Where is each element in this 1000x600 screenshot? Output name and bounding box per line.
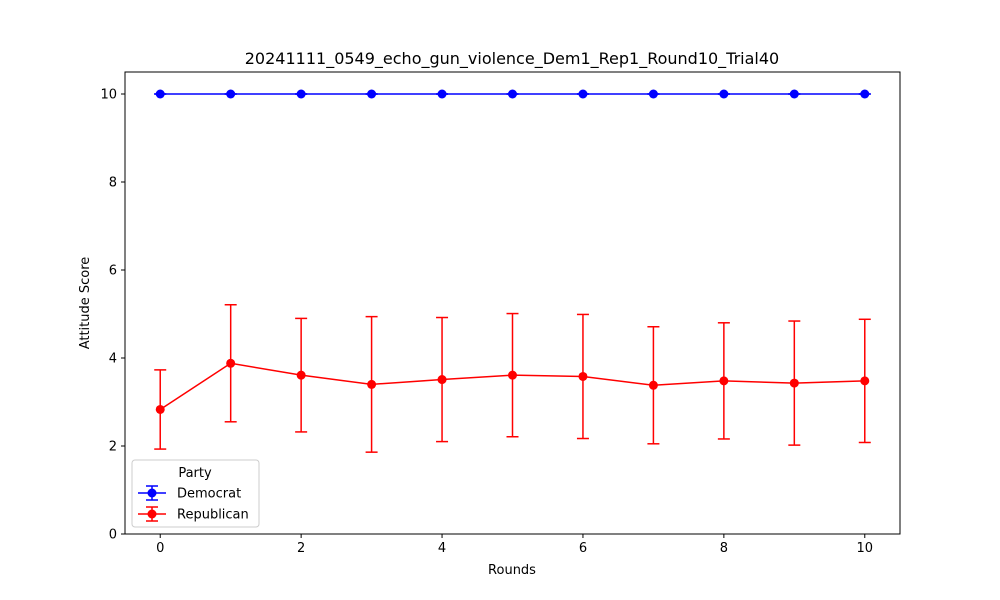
legend-entry-democrat: Democrat bbox=[138, 485, 241, 502]
y-axis-label: Attitude Score bbox=[78, 257, 93, 350]
data-point-democrat bbox=[367, 89, 377, 99]
y-tick-label: 8 bbox=[109, 176, 117, 191]
y-tick-label: 10 bbox=[100, 88, 117, 103]
y-tick-label: 2 bbox=[109, 440, 117, 455]
legend: Party Democrat Republican bbox=[131, 459, 260, 528]
x-axis-label: Rounds bbox=[488, 563, 536, 578]
series-republican bbox=[154, 304, 871, 453]
legend-entries: Democrat Republican bbox=[138, 485, 249, 523]
data-point-democrat bbox=[508, 89, 517, 99]
legend-swatch-marker bbox=[147, 509, 157, 519]
data-point-republican bbox=[648, 380, 658, 390]
legend-label-democrat: Democrat bbox=[177, 487, 241, 502]
legend-entry-republican: Republican bbox=[138, 506, 249, 523]
data-point-republican bbox=[226, 358, 236, 368]
x-tick-label: 8 bbox=[720, 541, 728, 556]
data-point-democrat bbox=[860, 89, 870, 99]
legend-frame bbox=[131, 459, 260, 528]
legend-swatch-marker bbox=[147, 488, 157, 498]
legend-label-republican: Republican bbox=[177, 508, 249, 523]
data-point-democrat bbox=[155, 89, 165, 99]
x-tick-label: 4 bbox=[438, 541, 446, 556]
data-point-republican bbox=[860, 376, 870, 386]
data-point-republican bbox=[367, 379, 377, 389]
axes: 0 2 4 6 8 10 0 2 4 6 8 10 bbox=[100, 71, 901, 556]
x-tick-label: 0 bbox=[156, 541, 164, 556]
plot-data bbox=[154, 89, 871, 453]
legend-title: Party bbox=[178, 466, 212, 481]
data-point-republican bbox=[508, 370, 517, 380]
data-point-republican bbox=[578, 371, 588, 381]
data-point-democrat bbox=[226, 89, 236, 99]
data-point-democrat bbox=[648, 89, 658, 99]
data-point-democrat bbox=[719, 89, 729, 99]
data-point-republican bbox=[719, 376, 729, 386]
data-point-republican bbox=[296, 370, 306, 380]
y-tick-label: 0 bbox=[109, 528, 117, 543]
x-tick-label: 10 bbox=[856, 541, 873, 556]
y-tick-label: 6 bbox=[109, 264, 117, 279]
data-point-republican bbox=[155, 404, 165, 414]
series-democrat bbox=[154, 89, 871, 99]
data-point-republican bbox=[437, 375, 447, 385]
data-point-republican bbox=[789, 378, 799, 388]
x-tick-label: 6 bbox=[579, 541, 587, 556]
data-point-democrat bbox=[437, 89, 447, 99]
chart-title: 20241111_0549_echo_gun_violence_Dem1_Rep… bbox=[245, 49, 779, 69]
data-point-democrat bbox=[296, 89, 306, 99]
x-tick-label: 2 bbox=[297, 541, 305, 556]
y-tick-label: 4 bbox=[109, 352, 117, 367]
data-point-democrat bbox=[578, 89, 588, 99]
data-point-democrat bbox=[789, 89, 799, 99]
plot-frame bbox=[124, 71, 901, 535]
